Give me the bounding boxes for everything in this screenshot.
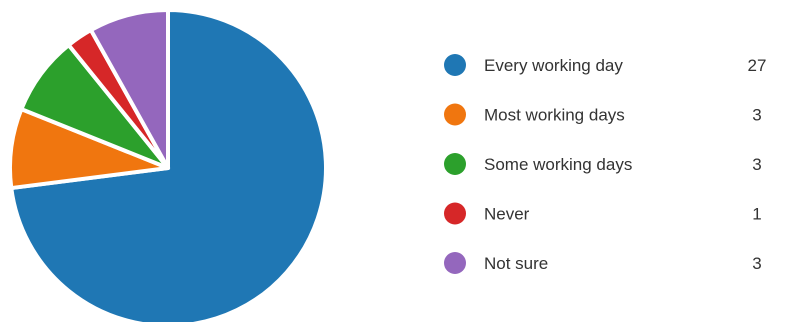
legend-label: Never [484, 205, 530, 224]
legend-item-never[interactable]: Never 1 [444, 202, 762, 225]
legend-swatch [444, 54, 466, 76]
pie-slices [8, 8, 328, 322]
legend-swatch [444, 153, 466, 175]
legend-label: Every working day [484, 56, 623, 75]
legend-label: Most working days [484, 106, 625, 125]
legend-item-not-sure[interactable]: Not sure 3 [444, 252, 762, 274]
legend-swatch [444, 252, 466, 274]
legend-value: 27 [748, 56, 767, 75]
legend-label: Some working days [484, 155, 632, 174]
legend-item-every-working-day[interactable]: Every working day 27 [444, 54, 766, 76]
legend-value: 3 [752, 155, 761, 174]
legend-value: 3 [752, 106, 761, 125]
legend-swatch [444, 202, 466, 225]
pie-slice-not-sure[interactable] [88, 8, 170, 170]
legend-value: 1 [752, 205, 761, 224]
legend-item-some-working-days[interactable]: Some working days 3 [444, 153, 762, 175]
legend-swatch [444, 103, 466, 126]
legend-value: 3 [752, 254, 761, 273]
legend-item-most-working-days[interactable]: Most working days 3 [444, 103, 762, 126]
legend-label: Not sure [484, 254, 548, 273]
